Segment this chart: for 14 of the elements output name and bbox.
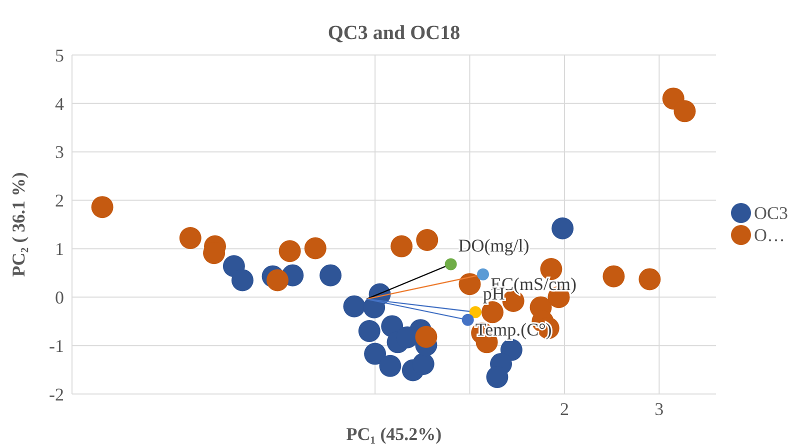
legend-label: OC3 xyxy=(754,202,788,224)
y-tick-label: -2 xyxy=(49,384,64,404)
y-tick-label: 3 xyxy=(55,142,64,162)
y-tick-label: 4 xyxy=(55,94,64,114)
y-tick-label: 2 xyxy=(55,190,64,211)
y-tick-label: -1 xyxy=(49,336,64,356)
y-axis-title: PC₂ ( 36.1 %) xyxy=(8,172,28,277)
legend-label: O… xyxy=(754,224,785,246)
y-tick-label: 0 xyxy=(55,288,64,308)
chart-title: QC3 and OC18 xyxy=(326,22,462,45)
y-tick-label: 1 xyxy=(55,239,64,260)
x-axis-title: PC₁ (45.2%) xyxy=(346,424,442,444)
y-tick-label: 5 xyxy=(55,45,64,66)
series-label: DO(mg/l) xyxy=(458,236,530,256)
